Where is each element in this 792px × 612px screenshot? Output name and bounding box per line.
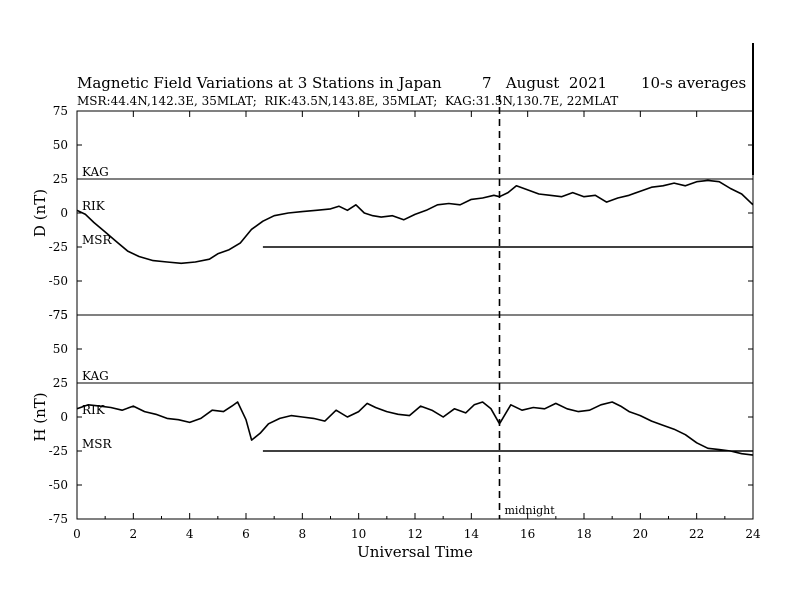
chart-averaging: 10-s averages xyxy=(641,74,746,92)
panel-frame xyxy=(76,110,754,316)
x-tick-label: 0 xyxy=(73,527,81,541)
y-tick-label: 0 xyxy=(60,410,68,424)
y-tick-label: 25 xyxy=(53,376,68,390)
x-tick-label: 18 xyxy=(576,527,591,541)
series-kag-label: KAG xyxy=(82,369,109,383)
y-tick-label: -75 xyxy=(49,512,68,526)
y-axis-label: D (nT) xyxy=(31,189,49,237)
y-tick-label: -50 xyxy=(49,478,68,492)
y-tick-label: -50 xyxy=(49,274,68,288)
series-kag-label: KAG xyxy=(82,165,109,179)
series-rik-line xyxy=(76,179,754,265)
midnight-label: midnight xyxy=(505,504,556,517)
y-axis-label: H (nT) xyxy=(31,392,49,441)
x-tick-label: 2 xyxy=(130,527,138,541)
panel-1: 75 50 25 0 -25 -50 -75 D (nT) KAG RIK MSR xyxy=(31,104,754,322)
series-rik-line xyxy=(76,401,754,456)
x-tick-label: 22 xyxy=(689,527,704,541)
x-tick-label: 16 xyxy=(520,527,535,541)
x-tick-label: 8 xyxy=(299,527,307,541)
x-tick-label: 24 xyxy=(745,527,761,541)
y-tick-label: 50 xyxy=(53,138,68,152)
x-tick-label: 6 xyxy=(242,527,250,541)
panel-frame xyxy=(76,314,754,520)
y-tick-label: 75 xyxy=(53,104,68,118)
series-msr-label: MSR xyxy=(82,437,113,451)
chart-subtitle: MSR:44.4N,142.3E, 35MLAT; RIK:43.5N,143.… xyxy=(77,94,618,108)
x-tick-label: 14 xyxy=(464,527,480,541)
series-msr-label: MSR xyxy=(82,233,113,247)
x-tick-label: 12 xyxy=(407,527,422,541)
y-tick-label: 50 xyxy=(53,342,68,356)
x-tick-label: 4 xyxy=(186,527,194,541)
chart-title: Magnetic Field Variations at 3 Stations … xyxy=(77,74,442,92)
x-tick-label: 20 xyxy=(633,527,648,541)
x-tick-label: 10 xyxy=(351,527,366,541)
x-axis-label: Universal Time xyxy=(357,543,473,561)
y-tick-label: -25 xyxy=(49,444,68,458)
y-tick-label: 75 xyxy=(53,308,68,322)
plot-area: 75 50 25 0 -25 -50 -75 D (nT) KAG RIK MSR 75 50 25 0 -2… xyxy=(31,95,761,541)
panel-2: 75 50 25 0 -25 -50 -75 H (nT) KAG RIK MSR xyxy=(31,308,754,526)
y-tick-label: 25 xyxy=(53,172,68,186)
series-rik-label: RIK xyxy=(82,199,106,213)
y-tick-label: 0 xyxy=(60,206,68,220)
chart-date: 7 August 2021 xyxy=(482,74,607,92)
y-tick-label: -25 xyxy=(49,240,68,254)
series-rik-label: RIK xyxy=(82,403,106,417)
y-tick-label: -75 xyxy=(49,308,68,322)
